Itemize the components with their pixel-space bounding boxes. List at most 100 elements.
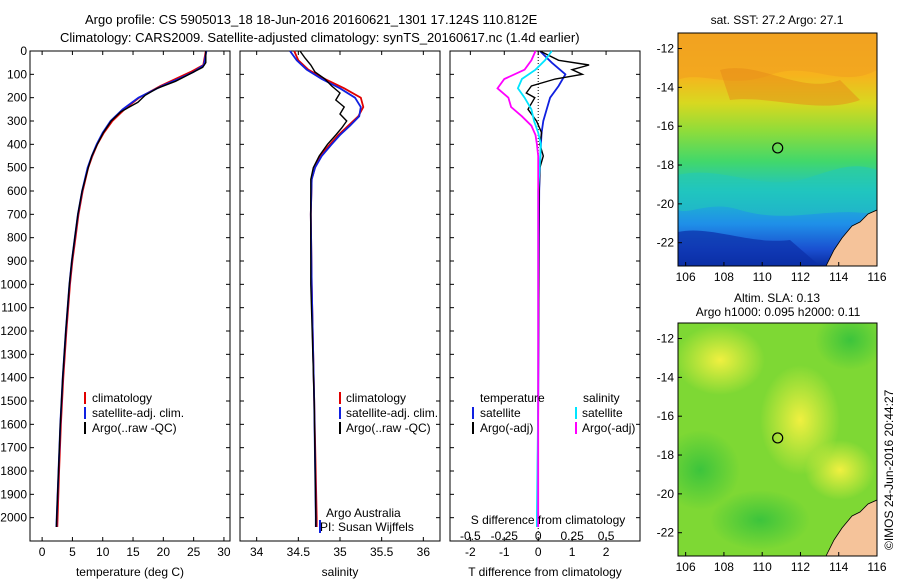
temperature-xlabel: temperature (deg C) (76, 565, 184, 579)
x-tick-label: 2 (603, 545, 610, 559)
y-tick-label: 100 (7, 67, 27, 81)
sst-cold-patch (678, 230, 820, 266)
map-x-tick-label: 110 (753, 560, 772, 574)
map-y-tick-label: -22 (657, 236, 675, 250)
imos-timestamp: ©IMOS 24-Jun-2016 20:44:27 (882, 389, 896, 550)
y-tick-label: 900 (7, 254, 27, 268)
y-tick-label: 2000 (0, 511, 27, 525)
x-tick-label: 36 (417, 545, 431, 559)
series-line-t-satellite (536, 50, 567, 527)
legend-label-climatology: climatology (346, 391, 406, 405)
y-tick-label: 600 (7, 184, 27, 198)
map-y-tick-label: -20 (657, 197, 675, 211)
s-tick-label: -0.25 (491, 529, 519, 543)
sla-map-frame (677, 322, 878, 557)
sst-map-axes: 106 108 110 112 114 116 -12 -14 -16 -18 -20 -22 (657, 42, 887, 284)
map-x-tick-label: 106 (676, 560, 696, 574)
difference-panel-frame (449, 50, 641, 542)
map-x-tick-label: 112 (791, 270, 810, 284)
figure-title-line2: Climatology: CARS2009. Satellite-adjuste… (60, 30, 580, 45)
series-line-s-argo-adj- (496, 50, 540, 527)
sla-low-blob (710, 490, 810, 550)
salinity-plot: 34 34.5 35 35.5 36 (240, 50, 440, 559)
sla-high-blob (678, 325, 765, 395)
s-tick-label: 0.5 (598, 529, 615, 543)
sla-high-blob (805, 440, 875, 500)
map-y-tick-label: -18 (657, 448, 675, 462)
y-tick-label: 200 (7, 91, 27, 105)
map-y-tick-label: -22 (657, 526, 675, 540)
series-line-argo-raw-qc- (299, 50, 348, 527)
x-tick-label: 0 (39, 545, 46, 559)
y-tick-label: 1500 (0, 394, 27, 408)
y-tick-label: 1100 (1, 301, 27, 315)
sla-low-blob (678, 430, 740, 510)
x-tick-label: 34 (250, 545, 264, 559)
map-y-tick-label: -16 (657, 119, 675, 133)
map-x-tick-label: 114 (829, 270, 848, 284)
sla-coastline-land (825, 499, 877, 556)
x-tick-label: -1 (499, 545, 510, 559)
map-y-tick-label: -14 (657, 370, 675, 384)
map-x-tick-label: 116 (867, 270, 886, 284)
difference-plot: -2 -1 0 1 2 -0.5 -0.25 0 0.25 0.5 (450, 50, 640, 559)
s-tick-label: -0.5 (460, 529, 481, 543)
legend-label-argo: Argo(..raw -QC) (92, 421, 177, 435)
map-x-tick-label: 110 (753, 270, 772, 284)
difference-legend: temperature salinity satellite Argo(-adj… (472, 391, 635, 435)
legend-label-s-argo: Argo(-adj) (582, 421, 635, 435)
map-x-tick-label: 108 (714, 560, 734, 574)
salinity-legend: climatology satellite-adj. clim. Argo(..… (319, 391, 438, 534)
salinity-panel-frame (239, 50, 441, 542)
map-x-tick-label: 106 (676, 270, 696, 284)
map-y-tick-label: -12 (657, 332, 675, 346)
y-tick-label: 1200 (0, 324, 27, 338)
s-tick-label: 0.25 (560, 529, 584, 543)
figure-title-line1: Argo profile: CS 5905013_18 18-Jun-2016 … (85, 12, 538, 27)
series-line-satellite-adj-clim- (289, 50, 362, 527)
sla-map-field (678, 323, 877, 556)
y-tick-label: 700 (7, 207, 27, 221)
sla-map-axes: 106 108 110 112 114 116 -12 -14 -16 -18 -20 -22 (657, 332, 887, 574)
series-line-t-argo-adj- (525, 50, 590, 527)
legend-label-t-argo: Argo(-adj) (480, 421, 533, 435)
sla-map-title: Altim. SLA: 0.13 (734, 291, 820, 305)
legend-label-s-satellite: satellite (582, 406, 623, 420)
legend-label-satellite: satellite-adj. clim. (346, 406, 438, 420)
s-difference-label: S difference from climatology (471, 513, 626, 527)
map-y-tick-label: -20 (657, 487, 675, 501)
annotation-argo-australia: Argo Australia (326, 506, 401, 520)
y-tick-label: 400 (7, 137, 27, 151)
legend-label-satellite: satellite-adj. clim. (92, 406, 184, 420)
x-tick-label: 20 (157, 545, 171, 559)
x-tick-label: 34.5 (287, 545, 311, 559)
y-tick-label: 1800 (0, 464, 27, 478)
y-tick-label: 1400 (0, 371, 27, 385)
map-x-tick-label: 114 (829, 560, 848, 574)
y-tick-label: 800 (7, 231, 27, 245)
map-y-tick-label: -16 (657, 409, 675, 423)
series-line-satellite-adj-clim- (55, 50, 208, 528)
legend-label-t-satellite: satellite (480, 406, 521, 420)
map-y-tick-label: -18 (657, 158, 675, 172)
sla-low-blob (815, 323, 877, 370)
map-x-tick-label: 108 (714, 270, 734, 284)
sst-coastline-land (825, 209, 877, 266)
y-tick-label: 1000 (0, 277, 27, 291)
x-tick-label: 0 (535, 545, 542, 559)
y-tick-label: 500 (7, 161, 27, 175)
s-tick-label: 0 (535, 529, 542, 543)
temperature-plot: 0 5 10 15 20 25 300100200300400500600700800900… (0, 44, 231, 559)
x-tick-label: 25 (187, 545, 201, 559)
x-tick-label: 15 (126, 545, 140, 559)
x-tick-label: 1 (569, 545, 576, 559)
x-tick-label: 35 (333, 545, 347, 559)
x-tick-label: 35.5 (370, 545, 394, 559)
argo-location-marker (772, 142, 784, 154)
sst-cool-band (678, 166, 877, 216)
salinity-xlabel: salinity (322, 565, 359, 579)
y-tick-label: 0 (20, 44, 27, 58)
legend-label-climatology: climatology (92, 391, 152, 405)
map-x-tick-label: 112 (791, 560, 810, 574)
